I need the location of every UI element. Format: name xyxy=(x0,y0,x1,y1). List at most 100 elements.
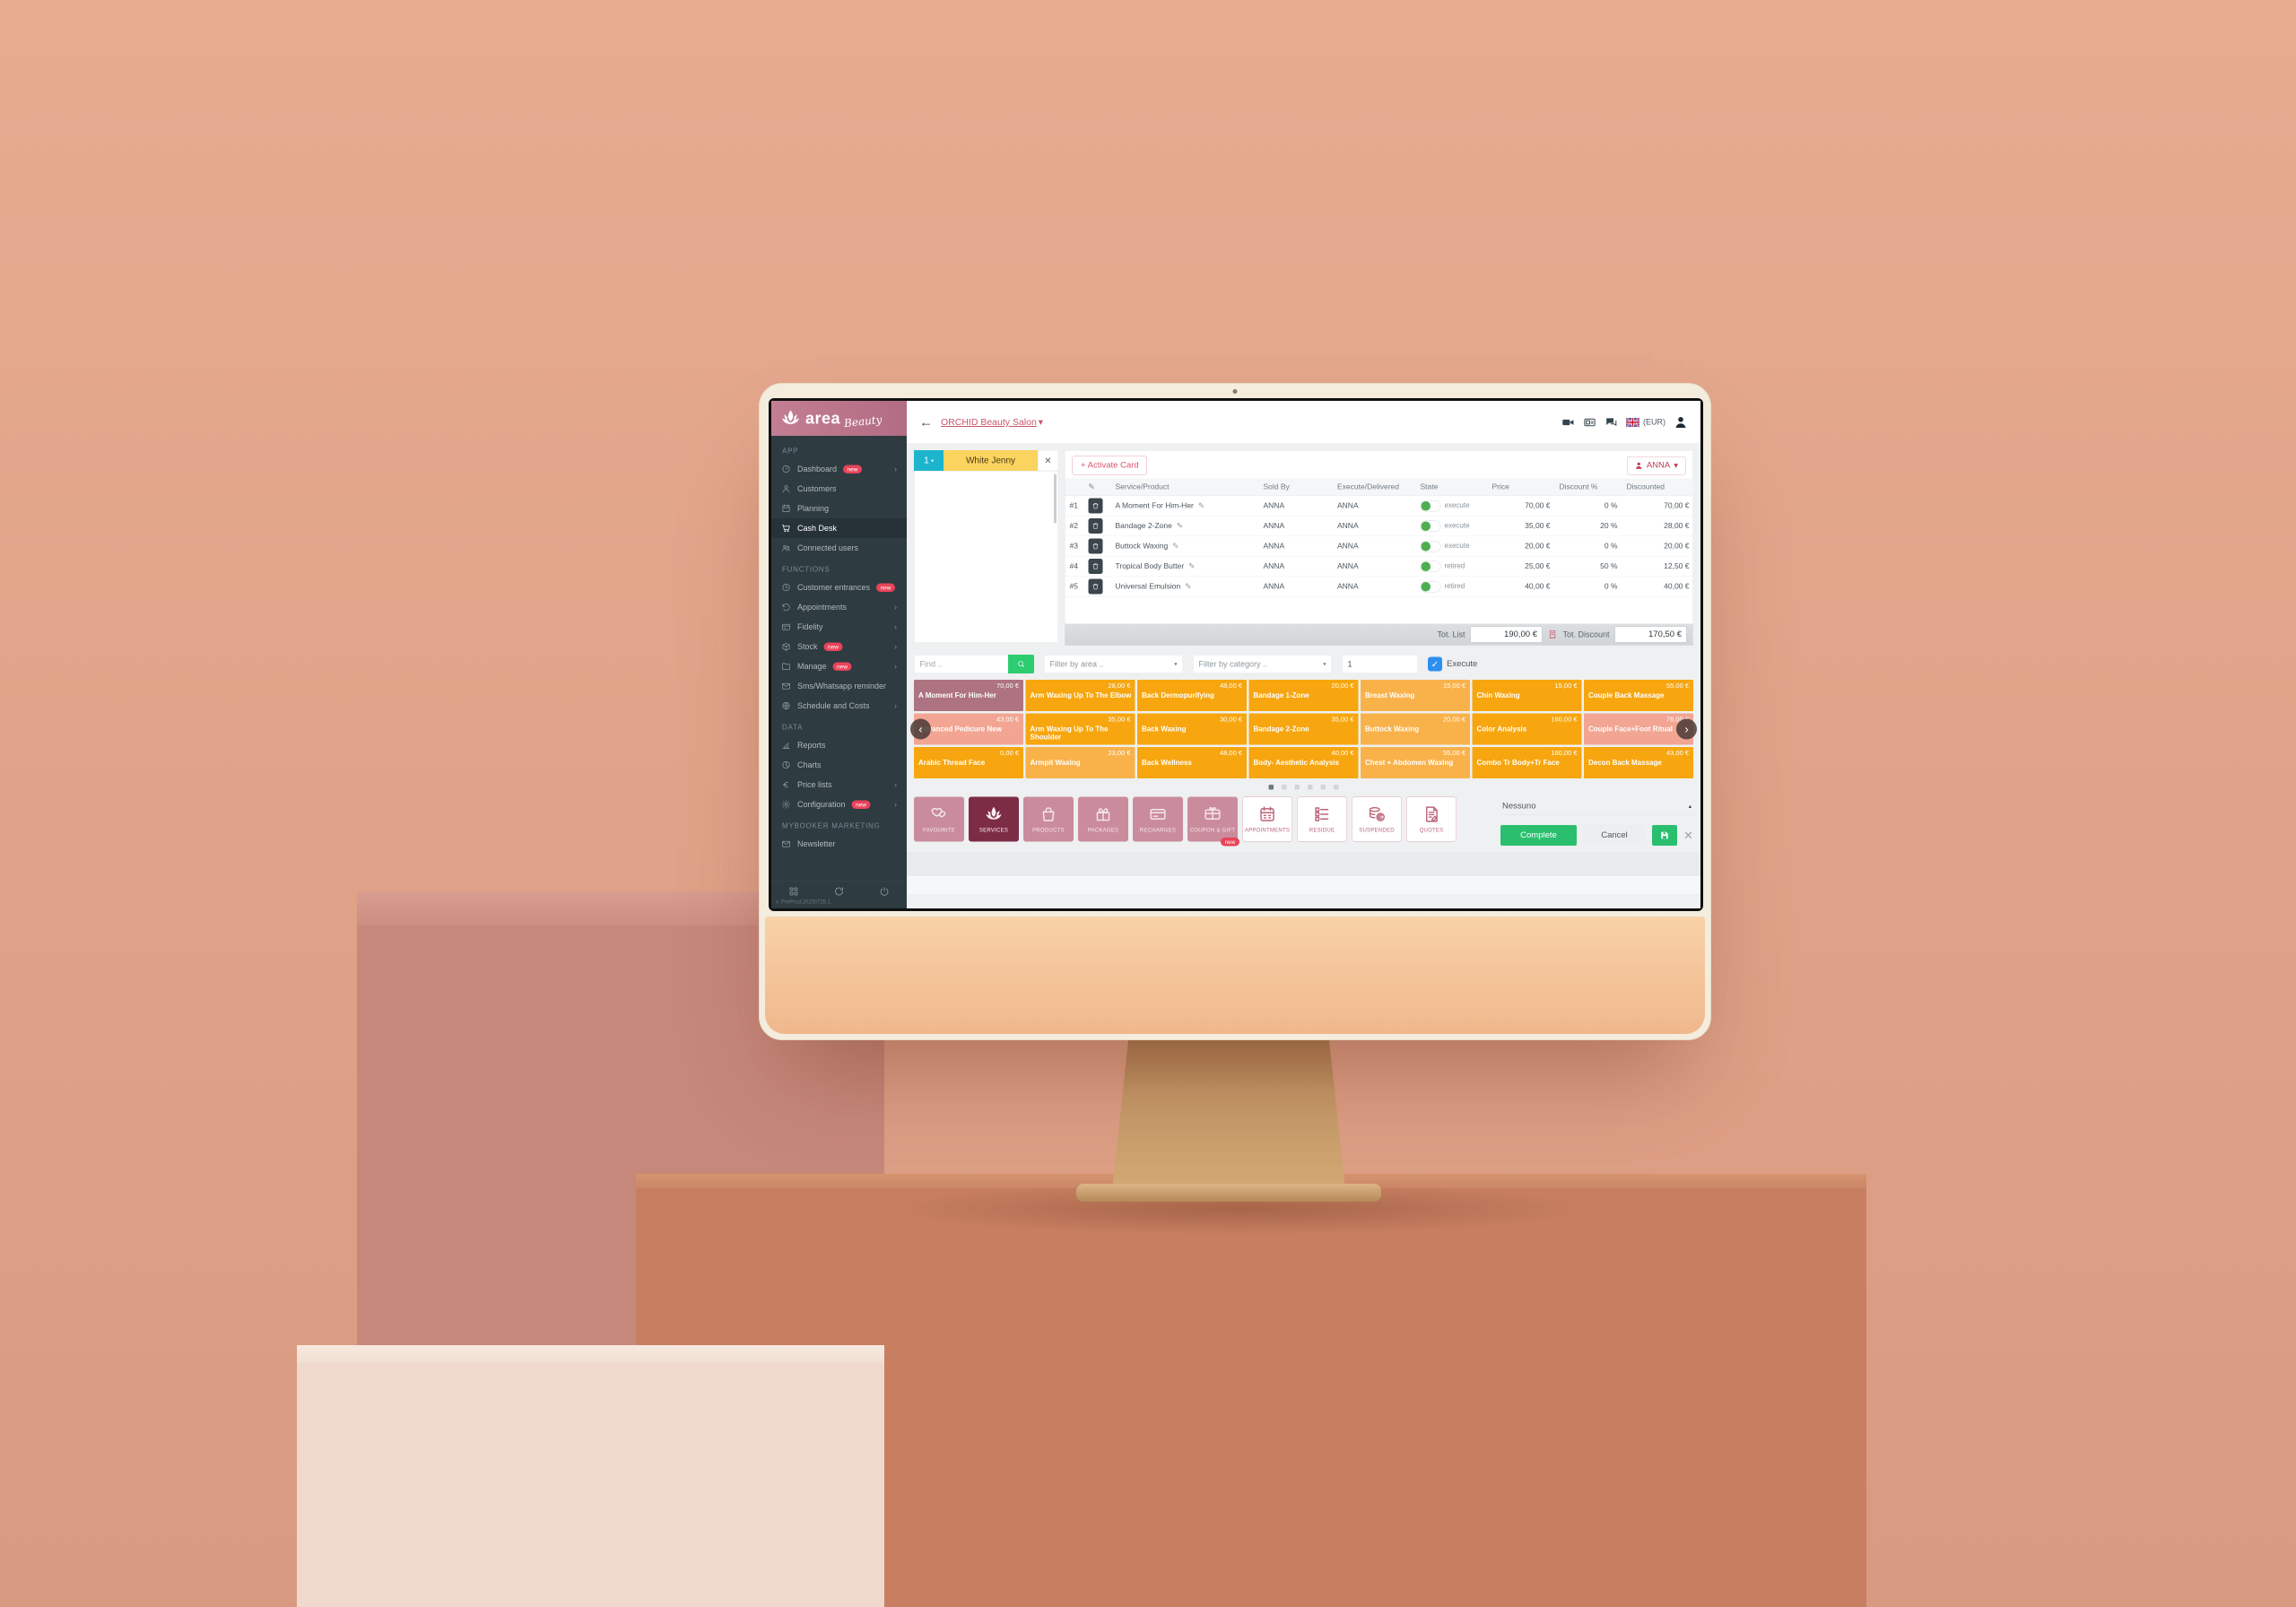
find-input[interactable] xyxy=(914,655,1008,673)
edit-pencil-icon[interactable]: ✎ xyxy=(1176,521,1183,531)
sidebar-item-price-lists[interactable]: Price lists › xyxy=(771,775,907,795)
trash-icon[interactable] xyxy=(1088,538,1103,554)
sale-tab-close-icon[interactable]: ✕ xyxy=(1038,450,1058,471)
category-tile-suspended[interactable]: SUSPENDED xyxy=(1352,796,1402,842)
category-tile-residue[interactable]: RESIDUE xyxy=(1297,796,1347,842)
category-tile-appointments[interactable]: APPOINTMENTS xyxy=(1242,796,1292,842)
service-tile[interactable]: 43,00 € Advanced Pedicure New xyxy=(914,713,1023,745)
service-tile[interactable]: 20,00 € Buttock Waxing xyxy=(1361,713,1470,745)
currency-selector[interactable]: (EUR) xyxy=(1626,417,1665,428)
sidebar-item-dashboard[interactable]: Dashboard new › xyxy=(771,459,907,479)
sidebar-item-customers[interactable]: Customers xyxy=(771,479,907,499)
salon-link[interactable]: ORCHID Beauty Salon▾ xyxy=(941,417,1044,428)
quantity-input[interactable] xyxy=(1342,655,1418,673)
service-tile[interactable]: 48,00 € Back Dermopurifying xyxy=(1137,680,1247,711)
service-tile[interactable]: 55,00 € Couple Back Massage xyxy=(1584,680,1693,711)
sidebar-item-configuration[interactable]: Configuration new › xyxy=(771,795,907,814)
trash-icon[interactable] xyxy=(1088,578,1103,595)
tiles-next-icon[interactable]: › xyxy=(1676,718,1697,740)
service-tile[interactable]: 15,00 € Breast Waxing xyxy=(1361,680,1470,711)
trash-icon[interactable] xyxy=(1088,518,1103,534)
service-tile[interactable]: 48,00 € Back Wellness xyxy=(1137,747,1247,778)
brand-logo[interactable]: area Beauty xyxy=(771,401,907,436)
search-button[interactable] xyxy=(1008,655,1034,673)
cancel-button[interactable]: Cancel xyxy=(1583,825,1646,846)
sidebar-item-customer-entrances[interactable]: Customer entrances new xyxy=(771,578,907,597)
page-dot-4[interactable] xyxy=(1308,785,1313,790)
save-button[interactable] xyxy=(1652,825,1677,846)
filter-area-select[interactable]: Filter by area .. ▾ xyxy=(1044,655,1183,673)
apps-grid-icon[interactable] xyxy=(788,886,799,897)
category-tile-quotes[interactable]: QUOTES xyxy=(1406,796,1457,842)
sidebar-item-planning[interactable]: Planning xyxy=(771,499,907,518)
service-tile[interactable]: 76,00 € Couple Face+Foot Ritual xyxy=(1584,713,1693,745)
service-tile[interactable]: 30,00 € Back Waxing xyxy=(1137,713,1247,745)
service-tile[interactable]: 35,00 € Arm Waxing Up To The Shoulder xyxy=(1025,713,1135,745)
category-tile-products[interactable]: PRODUCTS xyxy=(1023,796,1074,842)
service-tile[interactable]: 55,00 € Chest + Abdomen Waxing xyxy=(1361,747,1470,778)
edit-pencil-icon[interactable]: ✎ xyxy=(1185,582,1192,591)
category-tile-packages[interactable]: PACKAGES xyxy=(1078,796,1128,842)
sidebar-item-charts[interactable]: Charts xyxy=(771,755,907,775)
complete-button[interactable]: Complete xyxy=(1500,825,1577,846)
state-toggle[interactable] xyxy=(1420,499,1441,512)
category-tile-services[interactable]: SERVICES xyxy=(969,796,1019,842)
service-tile[interactable]: 160,00 € Color Analysis xyxy=(1472,713,1582,745)
cart-panel[interactable] xyxy=(914,471,1058,643)
filter-category-select[interactable]: Filter by category .. ▾ xyxy=(1193,655,1332,673)
sidebar-item-reports[interactable]: Reports xyxy=(771,735,907,755)
user-avatar-icon[interactable] xyxy=(1674,415,1688,430)
category-tile-favourite[interactable]: FAVOURITE xyxy=(914,796,964,842)
sidebar-item-appointments[interactable]: Appointments › xyxy=(771,597,907,617)
cart-scrollbar[interactable] xyxy=(1054,473,1057,524)
refresh-icon[interactable] xyxy=(833,886,844,897)
execute-checkbox[interactable]: ✓ xyxy=(1428,656,1442,672)
page-dot-1[interactable] xyxy=(1268,785,1274,790)
operator-button[interactable]: ANNA ▾ xyxy=(1626,456,1686,475)
state-toggle[interactable] xyxy=(1420,540,1441,552)
service-tile[interactable]: 0,00 € Arabic Thread Face xyxy=(914,747,1023,778)
category-tile-recharges[interactable]: RECHARGES xyxy=(1133,796,1183,842)
page-dot-6[interactable] xyxy=(1334,785,1339,790)
sidebar-item-stock[interactable]: Stock new › xyxy=(771,637,907,656)
video-camera-icon[interactable] xyxy=(1561,415,1575,429)
page-dot-5[interactable] xyxy=(1320,785,1326,790)
sidebar-item-cash-desk[interactable]: Cash Desk xyxy=(771,518,907,538)
page-dot-3[interactable] xyxy=(1294,785,1300,790)
service-tile[interactable]: 35,00 € Bandage 2-Zone xyxy=(1248,713,1359,745)
sidebar-item-schedule-and-costs[interactable]: Schedule and Costs › xyxy=(771,696,907,716)
sidebar-item-newsletter[interactable]: Newsletter xyxy=(771,834,907,854)
trash-icon[interactable] xyxy=(1088,498,1103,514)
sidebar-item-fidelity[interactable]: Fidelity › xyxy=(771,617,907,637)
sidebar-item-connected-users[interactable]: Connected users xyxy=(771,538,907,558)
state-toggle[interactable] xyxy=(1420,560,1441,572)
service-tile[interactable]: 160,00 € Combo Tr Body+Tr Face xyxy=(1472,747,1582,778)
sidebar-item-manage[interactable]: Manage new › xyxy=(771,656,907,676)
reason-select[interactable]: Nessuno ▴ xyxy=(1500,798,1693,815)
tiles-prev-icon[interactable]: ‹ xyxy=(910,718,931,740)
back-arrow-icon[interactable]: ← xyxy=(919,414,933,430)
card-reader-icon[interactable] xyxy=(1583,415,1596,429)
edit-pencil-icon[interactable]: ✎ xyxy=(1197,501,1205,510)
sale-tab-number[interactable]: 1 ▾ xyxy=(914,450,944,471)
activate-card-button[interactable]: + Activate Card xyxy=(1072,456,1148,475)
service-tile[interactable]: 15,00 € Chin Waxing xyxy=(1472,680,1582,711)
page-dot-2[interactable] xyxy=(1282,785,1287,790)
state-toggle[interactable] xyxy=(1420,520,1441,532)
state-toggle[interactable] xyxy=(1420,580,1441,593)
sale-tab-customer[interactable]: White Jenny xyxy=(944,450,1038,471)
service-tile[interactable]: 40,00 € Body- Aesthetic Analysis xyxy=(1248,747,1359,778)
service-tile[interactable]: 23,00 € Armpit Waxing xyxy=(1025,747,1135,778)
edit-pencil-icon[interactable]: ✎ xyxy=(1188,561,1196,571)
edit-pencil-icon[interactable]: ✎ xyxy=(1172,542,1179,551)
chat-icon[interactable] xyxy=(1605,415,1618,429)
power-icon[interactable] xyxy=(879,886,890,897)
service-tile[interactable]: 20,00 € Bandage 1-Zone xyxy=(1248,680,1359,711)
sidebar-item-sms-whatsapp-reminder[interactable]: Sms/Whatsapp reminder xyxy=(771,676,907,696)
service-tile[interactable]: 43,00 € Decon Back Massage xyxy=(1584,747,1693,778)
service-tile[interactable]: 70,00 € A Moment For Him-Her xyxy=(914,680,1023,711)
close-checkout-icon[interactable]: ✕ xyxy=(1683,828,1693,842)
trash-icon[interactable] xyxy=(1088,559,1103,574)
category-tile-coupon-gift[interactable]: COUPON & GIFT new xyxy=(1187,796,1239,847)
service-tile[interactable]: 28,00 € Arm Waxing Up To The Elbow xyxy=(1025,680,1135,711)
